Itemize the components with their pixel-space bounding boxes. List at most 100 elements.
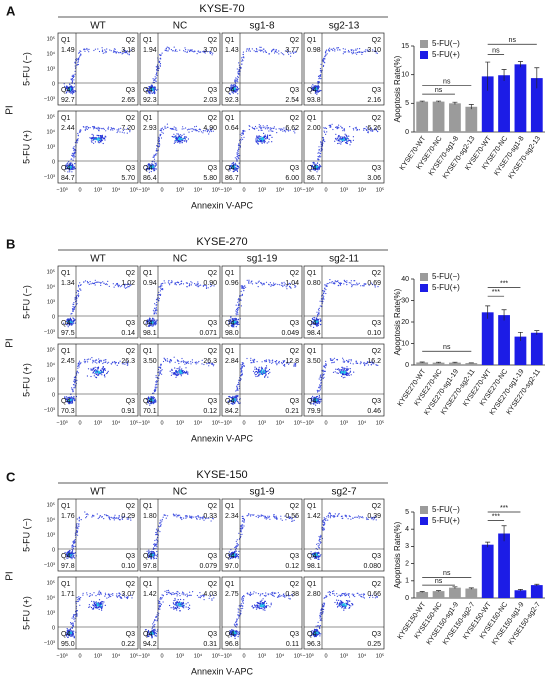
cell-dot <box>165 514 167 516</box>
cell-dot <box>346 284 348 286</box>
cell-dot <box>265 359 268 361</box>
cell-dot <box>235 80 237 82</box>
cell-dot <box>101 136 103 138</box>
cell-dot <box>181 128 183 130</box>
cell-dot <box>70 89 73 91</box>
cell-dot <box>346 281 348 284</box>
cell-dot <box>65 166 67 168</box>
cell-dot <box>347 368 349 370</box>
cell-dot <box>230 317 232 319</box>
cell-dot <box>316 165 318 167</box>
quadrant-value: 0.80 <box>307 280 321 287</box>
flow-x-tick: 10⁵ <box>294 186 302 193</box>
quadrant-value: 70.1 <box>143 408 157 415</box>
cell-dot <box>83 360 85 362</box>
flow-x-tick: 10⁵ <box>294 419 302 426</box>
cell-dot <box>318 307 320 309</box>
cell-dot <box>241 60 243 62</box>
cell-dot <box>196 130 198 132</box>
column-header: sg2-7 <box>331 487 356 498</box>
cell-dot <box>190 363 192 365</box>
cell-dot <box>185 371 188 373</box>
cell-dot <box>325 54 327 57</box>
flow-y-tick: 0 <box>52 314 55 320</box>
cell-dot <box>206 51 208 53</box>
cell-dot <box>260 366 262 368</box>
cell-dot <box>282 285 284 288</box>
cell-dot <box>240 295 242 297</box>
cell-dot <box>257 135 259 137</box>
cell-dot <box>65 167 67 169</box>
cell-dot <box>126 132 128 134</box>
quadrant-value: 98.0 <box>225 330 239 337</box>
quadrant-value: 3.50 <box>143 358 157 365</box>
cell-dot <box>173 128 175 130</box>
cell-dot <box>73 152 75 154</box>
cell-dot <box>153 392 155 394</box>
cell-dot <box>101 134 103 136</box>
cell-dot <box>268 138 270 140</box>
cell-dot <box>177 515 179 517</box>
cell-dot <box>332 361 334 364</box>
cell-dot <box>69 317 71 319</box>
flow-plot-frame <box>221 32 303 106</box>
cell-dot <box>236 324 238 326</box>
cell-dot <box>273 52 276 54</box>
cell-dot <box>162 132 164 134</box>
cell-dot <box>158 294 160 296</box>
cell-dot <box>188 131 190 133</box>
cell-dot <box>161 518 163 521</box>
cell-dot <box>98 372 100 374</box>
cell-dot <box>154 162 156 165</box>
quadrant-label: Q4 <box>61 398 70 405</box>
cell-dot <box>232 161 234 164</box>
quadrant-label: Q2 <box>208 503 217 510</box>
cell-dot <box>97 139 99 141</box>
cell-dot <box>358 129 360 131</box>
cell-dot <box>237 75 239 77</box>
cell-dot <box>203 130 205 132</box>
cell-dot <box>197 286 199 288</box>
cell-dot <box>324 131 326 133</box>
cell-dot <box>145 90 148 92</box>
cell-dot <box>85 360 87 362</box>
cell-dot <box>234 79 236 81</box>
cell-dot <box>103 361 105 363</box>
cell-dot <box>80 284 82 286</box>
cell-dot <box>344 281 347 283</box>
cell-dot <box>236 170 239 173</box>
cell-dot <box>175 48 177 51</box>
cell-dot <box>317 319 319 321</box>
cell-dot <box>317 89 319 91</box>
cell-dot <box>73 306 75 309</box>
cell-dot <box>88 51 90 53</box>
quadrant-label: Q1 <box>225 348 234 355</box>
cell-dot <box>367 50 369 52</box>
cell-dot <box>237 309 239 311</box>
cell-dot <box>68 169 70 171</box>
cell-dot <box>331 362 333 364</box>
cell-dot <box>92 134 94 136</box>
cell-dot <box>317 81 319 83</box>
cell-dot <box>346 280 348 282</box>
cell-dot <box>331 281 333 283</box>
cell-dot <box>251 283 254 285</box>
cell-dot <box>167 281 169 283</box>
cell-dot <box>357 51 359 54</box>
cell-dot <box>189 516 191 518</box>
cell-dot <box>326 53 328 55</box>
cell-dot <box>74 62 76 64</box>
cell-dot <box>97 368 99 370</box>
cell-dot <box>252 370 255 372</box>
cell-dot <box>342 368 344 370</box>
cell-dot <box>212 52 214 54</box>
cell-dot <box>256 141 258 144</box>
cell-dot <box>236 86 238 88</box>
cell-dot <box>317 398 320 400</box>
cell-dot <box>195 363 197 365</box>
cell-dot <box>198 360 200 363</box>
cell-dot <box>317 152 319 154</box>
cell-dot <box>323 130 325 132</box>
cell-dot <box>107 515 109 517</box>
cell-dot <box>319 318 321 320</box>
